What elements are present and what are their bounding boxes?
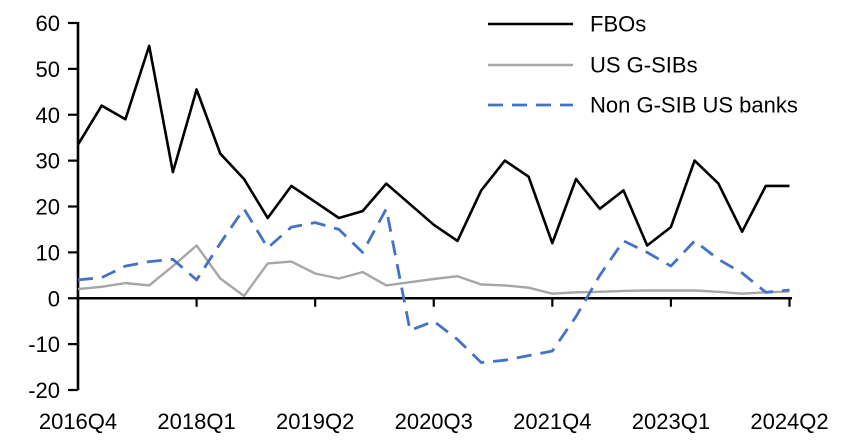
x-tick-label: 2021Q4 — [513, 409, 591, 434]
legend-label-1: US G-SIBs — [590, 53, 698, 78]
x-tick-label: 2023Q1 — [632, 409, 710, 434]
series-line-2 — [77, 207, 790, 364]
y-tick-label: -10 — [28, 332, 60, 357]
legend-label-2: Non G-SIB US banks — [590, 93, 798, 118]
y-tick-label: 50 — [36, 57, 60, 82]
y-tick-label: 40 — [36, 103, 60, 128]
y-tick-label: 0 — [48, 286, 60, 311]
x-tick-label: 2020Q3 — [395, 409, 473, 434]
x-tick-label: 2024Q2 — [750, 409, 828, 434]
y-tick-label: 10 — [36, 240, 60, 265]
y-tick-label: 60 — [36, 11, 60, 36]
x-tick-label: 2019Q2 — [276, 409, 354, 434]
x-tick-label: 2018Q1 — [157, 409, 235, 434]
y-tick-label: 30 — [36, 149, 60, 174]
y-tick-label: 20 — [36, 195, 60, 220]
series-line-1 — [77, 244, 790, 298]
legend-label-0: FBOs — [590, 12, 646, 37]
y-tick-label: -20 — [28, 378, 60, 403]
x-tick-label: 2016Q4 — [39, 409, 117, 434]
series-line-0 — [76, 44, 790, 247]
